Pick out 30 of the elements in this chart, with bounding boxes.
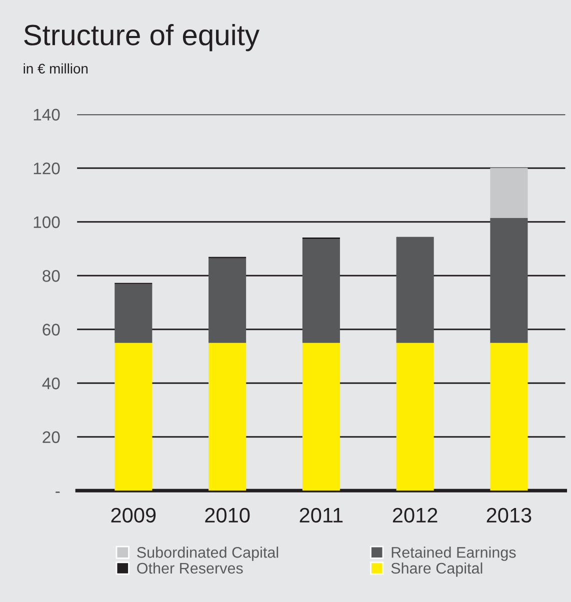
bar	[490, 168, 528, 218]
bar	[208, 258, 246, 343]
bar	[114, 342, 152, 491]
y-tick-label: 140	[34, 108, 60, 121]
chart-title: Structure of equity	[24, 24, 260, 52]
bar	[302, 342, 340, 491]
x-tick-label: 2013	[486, 508, 532, 523]
bar	[208, 342, 246, 491]
bar	[396, 236, 434, 343]
x-tick-label: 2009	[111, 508, 156, 523]
y-tick-label: 20	[42, 431, 60, 444]
y-tick-label: 80	[42, 270, 60, 282]
x-tick-label: 2012	[392, 508, 438, 523]
y-tick-label: 120	[34, 162, 60, 174]
bar	[302, 239, 340, 343]
y-tick-label: 60	[42, 324, 60, 336]
y-tick-label: 100	[34, 216, 60, 228]
chart-subtitle: in € million	[24, 63, 88, 74]
legend-label: Retained Earnings	[392, 546, 516, 561]
x-tick-label: 2010	[205, 508, 250, 523]
legend-label: Share Capital	[391, 562, 482, 577]
bar	[114, 284, 152, 343]
y-tick-label: 40	[42, 378, 60, 390]
bar	[396, 342, 434, 491]
legend-label: Other Reserves	[137, 562, 243, 574]
bar	[490, 342, 528, 491]
x-tick-label: 2011	[300, 508, 343, 523]
bar	[490, 218, 528, 343]
y-tick-label: -	[56, 492, 60, 493]
legend-label: Subordinated Capital	[137, 546, 278, 561]
